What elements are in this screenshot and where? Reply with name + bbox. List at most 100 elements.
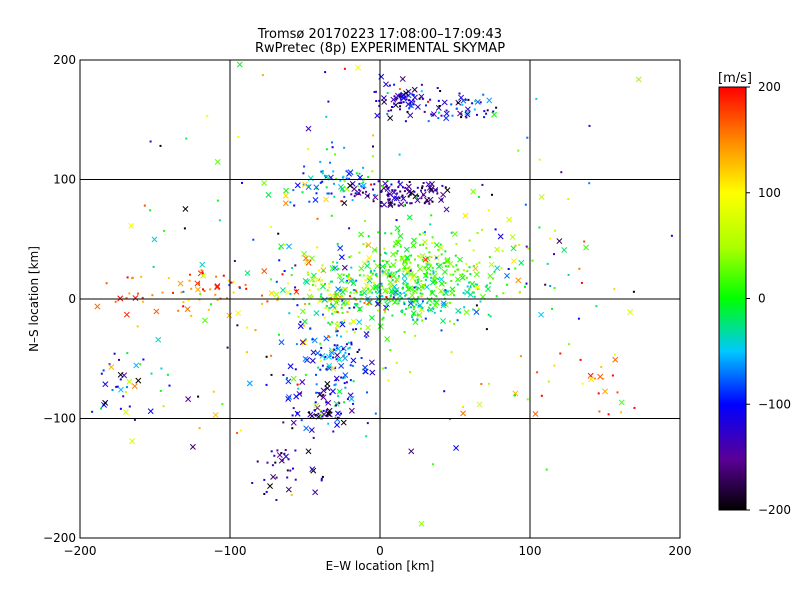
data-point-cross bbox=[301, 339, 308, 346]
data-point-dot bbox=[409, 261, 412, 264]
data-point-cross bbox=[379, 263, 386, 270]
data-point-dot bbox=[139, 363, 142, 366]
data-point-cross bbox=[474, 284, 481, 291]
data-point-dot bbox=[395, 219, 398, 222]
data-point-dot bbox=[275, 476, 278, 479]
data-point-dot bbox=[336, 311, 339, 314]
data-point-dot bbox=[372, 282, 375, 284]
data-point-dot bbox=[425, 275, 428, 278]
data-point-dot bbox=[152, 265, 155, 268]
data-point-dot bbox=[391, 314, 394, 317]
data-point-cross bbox=[126, 378, 133, 385]
data-point-dot bbox=[369, 271, 372, 274]
data-point-cross bbox=[405, 286, 412, 293]
data-point-dot bbox=[108, 363, 111, 366]
data-point-cross bbox=[261, 180, 268, 186]
data-point-dot bbox=[488, 382, 490, 385]
data-point-cross bbox=[129, 438, 136, 445]
data-point-cross bbox=[200, 272, 207, 279]
data-point-dot bbox=[327, 335, 330, 337]
data-point-dot bbox=[439, 243, 442, 246]
data-point-dot bbox=[408, 265, 411, 268]
data-point-dot bbox=[377, 231, 380, 234]
data-point-dot bbox=[216, 199, 219, 202]
data-point-dot bbox=[374, 274, 377, 277]
data-point-dot bbox=[303, 165, 306, 168]
data-point-dot bbox=[125, 297, 128, 300]
data-point-dot bbox=[485, 328, 488, 331]
data-point-dot bbox=[486, 284, 488, 287]
data-point-dot bbox=[423, 202, 426, 205]
data-point-dot bbox=[412, 318, 415, 321]
data-point-dot bbox=[359, 300, 362, 303]
data-point-dot bbox=[270, 354, 273, 357]
data-point-dot bbox=[353, 289, 356, 292]
data-point-dot bbox=[183, 227, 186, 230]
data-point-dot bbox=[373, 183, 376, 186]
data-point-cross bbox=[387, 202, 394, 209]
data-point-dot bbox=[338, 402, 341, 405]
data-point-cross bbox=[334, 416, 341, 423]
data-point-dot bbox=[320, 360, 322, 363]
data-point-dot bbox=[141, 296, 144, 299]
data-point-dot bbox=[343, 382, 346, 385]
data-point-cross bbox=[325, 399, 332, 406]
data-point-dot bbox=[414, 258, 416, 261]
data-point-cross bbox=[329, 388, 336, 395]
data-point-dot bbox=[399, 108, 401, 111]
data-point-dot bbox=[421, 185, 424, 188]
data-point-dot bbox=[551, 307, 553, 310]
x-tick-label: −100 bbox=[214, 544, 247, 558]
data-point-dot bbox=[365, 435, 368, 438]
data-point-dot bbox=[290, 494, 293, 496]
data-point-dot bbox=[335, 328, 338, 331]
data-point-dot bbox=[359, 293, 362, 296]
data-point-cross bbox=[306, 293, 313, 300]
data-point-dot bbox=[324, 71, 327, 74]
data-point-cross bbox=[423, 284, 430, 290]
data-point-cross bbox=[372, 284, 379, 291]
data-point-cross bbox=[334, 422, 340, 428]
data-point-dot bbox=[417, 264, 420, 267]
data-point-dot bbox=[280, 452, 283, 455]
data-point-dot bbox=[433, 281, 436, 283]
data-point-dot bbox=[330, 349, 333, 352]
data-point-dot bbox=[317, 412, 320, 415]
data-point-dot bbox=[536, 371, 539, 374]
data-points bbox=[91, 61, 673, 527]
data-point-cross bbox=[421, 239, 428, 245]
data-point-dot bbox=[162, 405, 165, 408]
data-point-dot bbox=[265, 355, 268, 358]
data-point-dot bbox=[420, 83, 423, 86]
data-point-dot bbox=[598, 410, 601, 413]
data-point-dot bbox=[203, 289, 206, 292]
data-point-cross bbox=[400, 195, 407, 202]
data-point-dot bbox=[494, 228, 497, 231]
data-point-dot bbox=[286, 476, 289, 479]
data-point-cross bbox=[365, 242, 372, 249]
data-point-dot bbox=[465, 276, 468, 279]
data-point-dot bbox=[332, 170, 335, 173]
data-point-dot bbox=[283, 270, 286, 272]
data-point-dot bbox=[443, 262, 445, 265]
data-point-dot bbox=[413, 305, 416, 308]
data-point-dot bbox=[251, 482, 254, 484]
data-point-cross bbox=[464, 111, 471, 118]
data-point-cross bbox=[333, 299, 340, 306]
data-point-dot bbox=[431, 242, 433, 244]
data-point-dot bbox=[588, 124, 591, 127]
data-point-cross bbox=[326, 362, 333, 369]
data-point-cross bbox=[442, 290, 449, 297]
data-point-dot bbox=[437, 117, 440, 120]
data-point-dot bbox=[333, 348, 336, 351]
data-point-cross bbox=[382, 180, 389, 187]
data-point-cross bbox=[369, 369, 376, 376]
data-point-dot bbox=[405, 293, 407, 296]
data-point-cross bbox=[618, 399, 625, 406]
data-point-dot bbox=[283, 452, 286, 455]
data-point-cross bbox=[408, 448, 415, 455]
data-point-dot bbox=[349, 295, 351, 298]
data-point-dot bbox=[114, 300, 117, 303]
data-point-dot bbox=[403, 267, 406, 270]
data-point-dot bbox=[367, 260, 370, 263]
